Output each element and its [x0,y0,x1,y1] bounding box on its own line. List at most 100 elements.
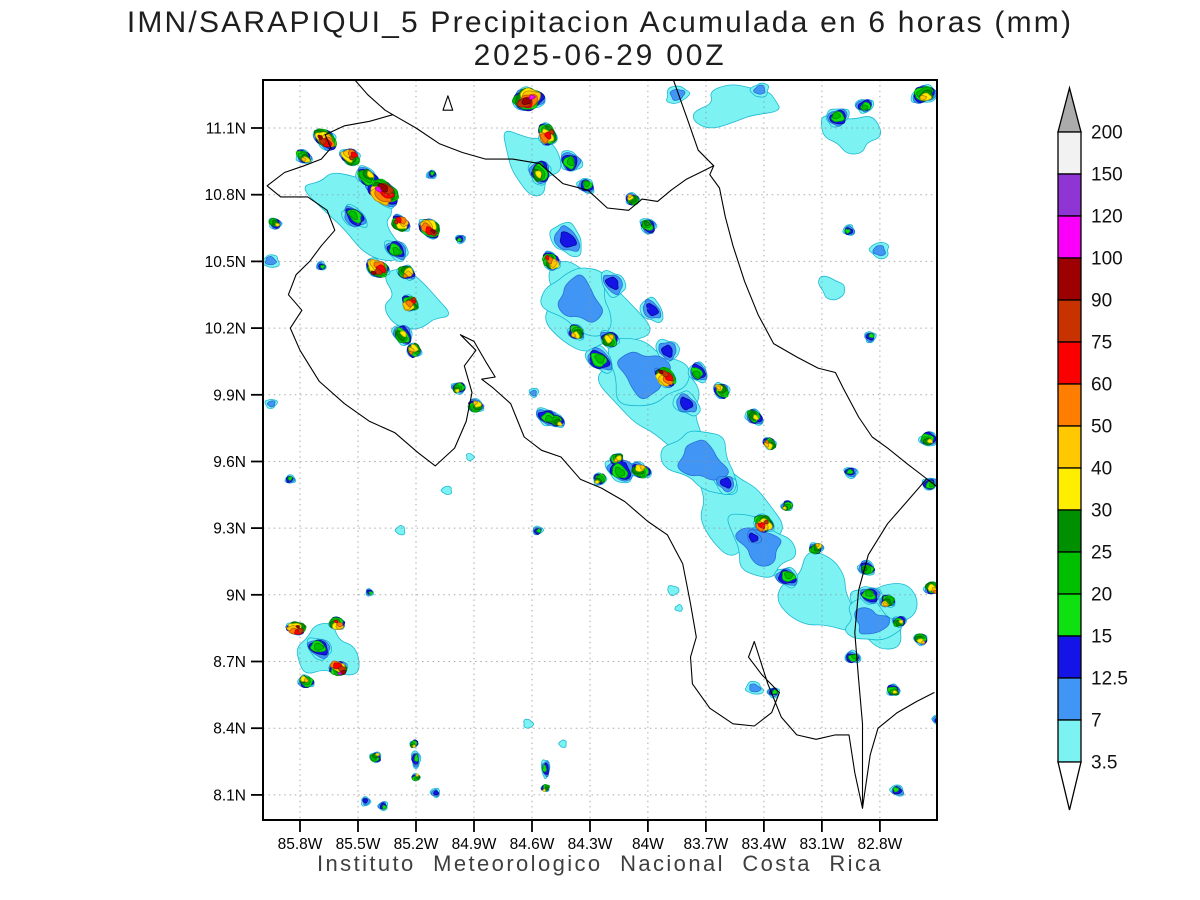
precip-contour [868,332,875,339]
precip-contour [557,421,563,427]
precip-contour [639,464,646,470]
precip-contour [667,585,680,597]
lon-tick-label: 84.9W [452,836,497,853]
colorbar-tick-label: 7 [1091,711,1102,732]
colorbar-segment [1057,341,1082,385]
colorbar-segment [1057,173,1082,217]
lon-axis-labels: 85.8W 85.5W 85.2W 84.9W 84.6W 84.3W 84W 83.7W 83… [278,836,903,853]
lon-tick-label: 85.8W [278,836,323,853]
colorbar-tick-label: 60 [1091,375,1112,396]
precip-contour [542,764,547,773]
precip-contour [336,621,344,628]
precip-contour [818,275,846,301]
precip-contour [669,88,686,101]
precip-contour [872,245,886,257]
lat-tick-label: 10.5N [205,254,246,271]
lon-tick-label: 83.4W [741,836,786,853]
precip-contour [295,625,301,629]
lon-tick-label: 85.2W [394,836,439,853]
precip-contour [544,254,550,261]
precip-contour [348,155,354,161]
colorbar: 200 150 120 100 90 75 60 50 40 30 25 20 15 12.5 7 3.5 [1057,85,1128,811]
precip-contour [777,551,855,631]
precip-contour [735,527,782,567]
colorbar-segment [1057,383,1082,427]
precip-contour [536,528,542,534]
precip-contour [466,453,475,461]
colorbar-tick-label: 50 [1091,417,1112,438]
precip-contour [558,739,567,748]
colorbar-segment [1057,215,1082,259]
precip-contour [394,525,406,536]
colorbar-arrow-up [1057,85,1082,133]
lon-tick-label: 84W [632,836,664,853]
precip-contour [617,351,671,400]
lat-tick-label: 10.2N [205,321,246,338]
colorbar-segment [1057,719,1082,763]
precip-contour [883,602,888,607]
precip-contour [264,256,277,266]
precip-contour [782,506,787,510]
precip-contour [926,438,933,444]
lon-tick-label: 84.3W [568,836,613,853]
chart-title: IMN/SARAPIQUI_5 Precipitacion Acumulada … [126,6,1074,39]
precip-contour [320,264,326,270]
colorbar-tick-label: 90 [1091,291,1112,312]
precip-contour [395,216,402,224]
graticule [263,80,937,820]
colorbar-arrow-down [1057,761,1082,811]
coastlines [266,80,937,809]
colorbar-tick-label: 40 [1091,459,1112,480]
lon-tick-label: 82.8W [857,836,902,853]
precip-contour [412,744,416,748]
colorbar-tick-label: 150 [1091,165,1123,186]
precip-contour [643,220,650,227]
lat-tick-label: 9.6N [213,454,246,471]
precip-contour [919,94,928,101]
precip-contour [408,350,414,355]
precip-contour [594,354,606,364]
precip-contour [892,786,900,793]
footer-credit: Instituto Meteorologico Nacional Costa R… [317,851,883,876]
precip-contour [613,458,619,463]
precip-contour [748,532,759,543]
colorbar-segment [1057,131,1082,175]
precip-contour [898,619,904,624]
precip-contour [920,640,926,645]
precip-contour [749,683,762,693]
precip-contour [275,222,280,227]
precip-contour [337,671,342,676]
lat-tick-label: 9.9N [213,387,246,404]
lat-tick-label: 9.3N [213,521,246,538]
colorbar-segment [1057,425,1082,469]
precip-contour [368,591,373,595]
precip-contour [753,84,766,95]
precip-contour [566,157,575,167]
precip-contour [608,334,614,340]
lake-nicaragua-shore [354,80,487,160]
lat-tick-label: 10.8N [205,187,246,204]
precip-contour [393,219,399,225]
precip-contour [692,370,701,379]
precip-contour [377,183,388,193]
precip-contour [362,798,368,804]
lon-tick-label: 83.7W [683,836,728,853]
precip-contour [348,210,359,220]
colorbar-segment [1057,509,1082,553]
colorbar-tick-label: 12.5 [1091,669,1128,690]
precip-contour [604,276,619,290]
precip-contour [757,522,766,530]
precip-contour [646,302,659,317]
precip-contour [287,476,293,481]
precip-contour [440,485,453,496]
precip-contour [304,678,309,683]
precip-contour [544,415,554,423]
precip-contour [627,194,632,199]
san-juan-river [485,158,715,211]
lon-tick-label: 83.1W [799,836,844,853]
precip-contour [583,181,590,188]
colorbar-segment [1057,551,1082,595]
precip-contour [384,269,449,330]
precip-contour [529,389,537,397]
